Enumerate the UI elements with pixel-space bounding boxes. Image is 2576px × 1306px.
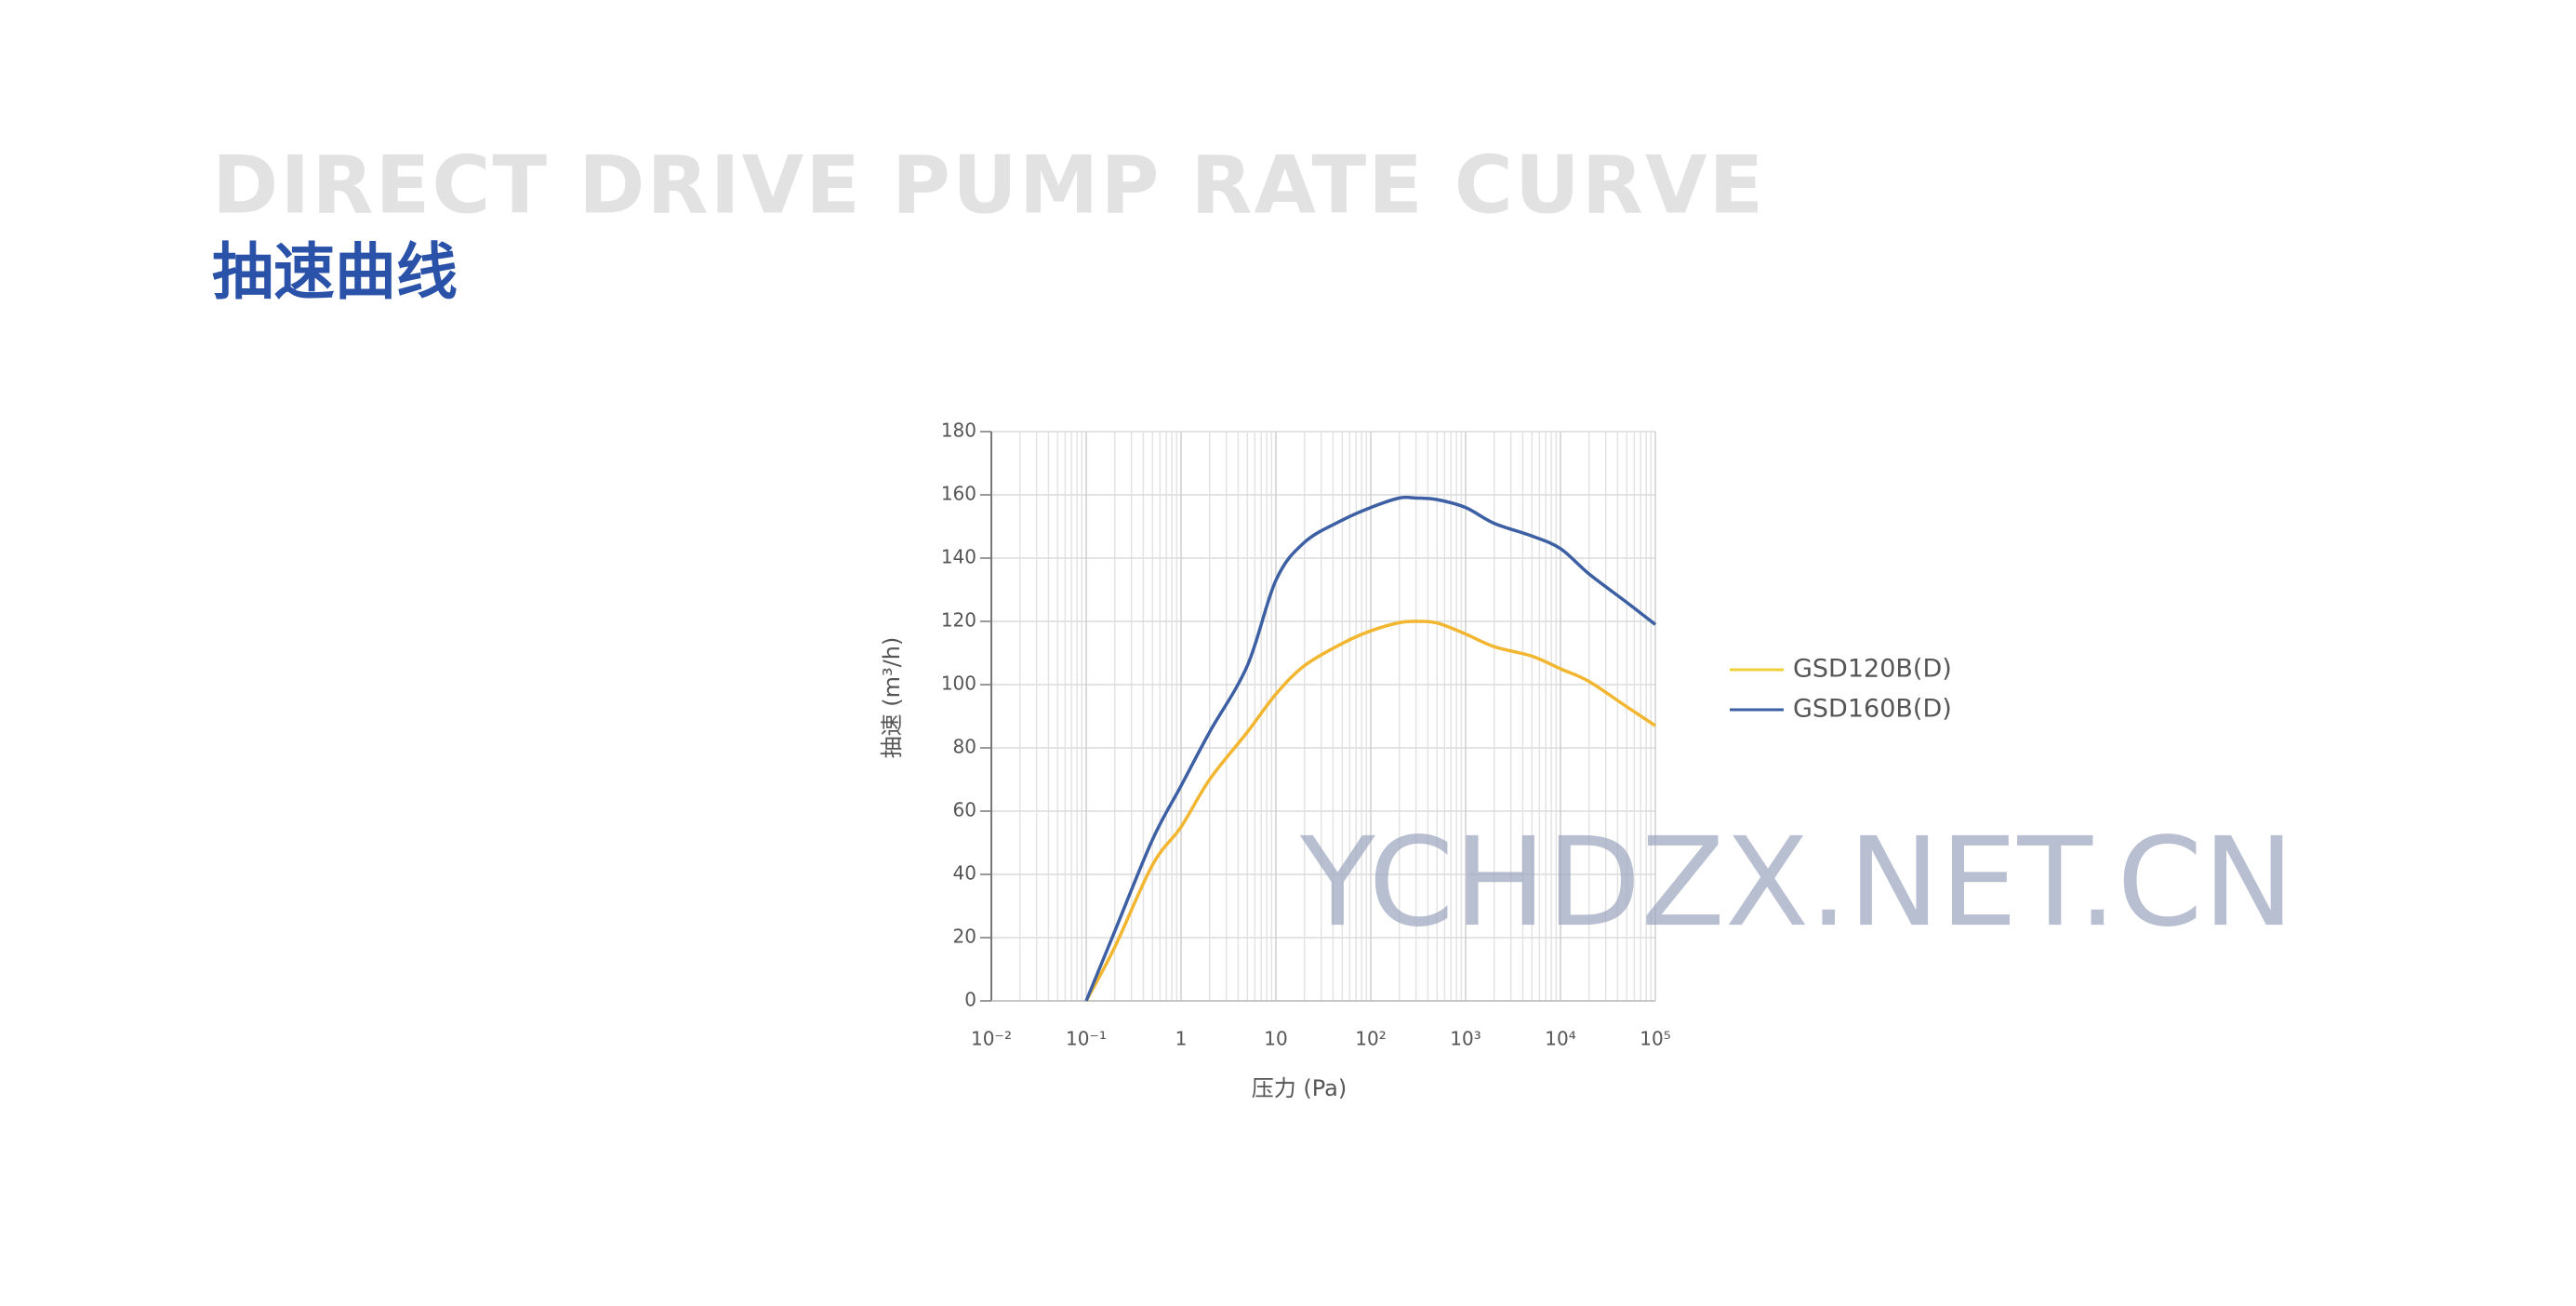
legend-label: GSD120B(D): [1793, 655, 1952, 684]
x-tick-label: 1: [1175, 1028, 1188, 1050]
x-axis-label: 压力 (Pa): [1252, 1075, 1347, 1101]
y-tick-label: 160: [941, 483, 976, 505]
series-line: [1084, 495, 1657, 1002]
x-tick-label: 10: [1264, 1028, 1287, 1050]
x-tick-label: 10⁴: [1545, 1028, 1575, 1050]
legend-label: GSD160B(D): [1793, 695, 1952, 724]
y-tick-label: 180: [941, 420, 976, 442]
y-tick-label: 140: [941, 546, 976, 568]
y-tick-label: 120: [941, 609, 976, 632]
x-tick-label: 10⁵: [1640, 1028, 1670, 1050]
y-tick-label: 40: [953, 862, 976, 885]
y-tick-label: 60: [953, 799, 976, 821]
y-tick-label: 100: [941, 673, 976, 695]
watermark: YCHDZX.NET.CN: [1299, 811, 2294, 954]
x-tick-label: 10⁻¹: [1066, 1028, 1107, 1050]
x-tick-label: 10²: [1355, 1028, 1386, 1050]
x-tick-label: 10⁻²: [971, 1028, 1012, 1050]
y-tick-label: 0: [964, 989, 976, 1011]
page-subtitle: 抽速曲线: [212, 236, 458, 308]
x-tick-label: 10³: [1450, 1028, 1481, 1050]
y-tick-label: 20: [953, 926, 976, 948]
page-title: DIRECT DRIVE PUMP RATE CURVE: [212, 139, 1765, 232]
series-line: [1084, 620, 1656, 1002]
y-tick-label: 80: [953, 736, 976, 758]
y-axis-label: 抽速 (m³/h): [879, 637, 905, 759]
